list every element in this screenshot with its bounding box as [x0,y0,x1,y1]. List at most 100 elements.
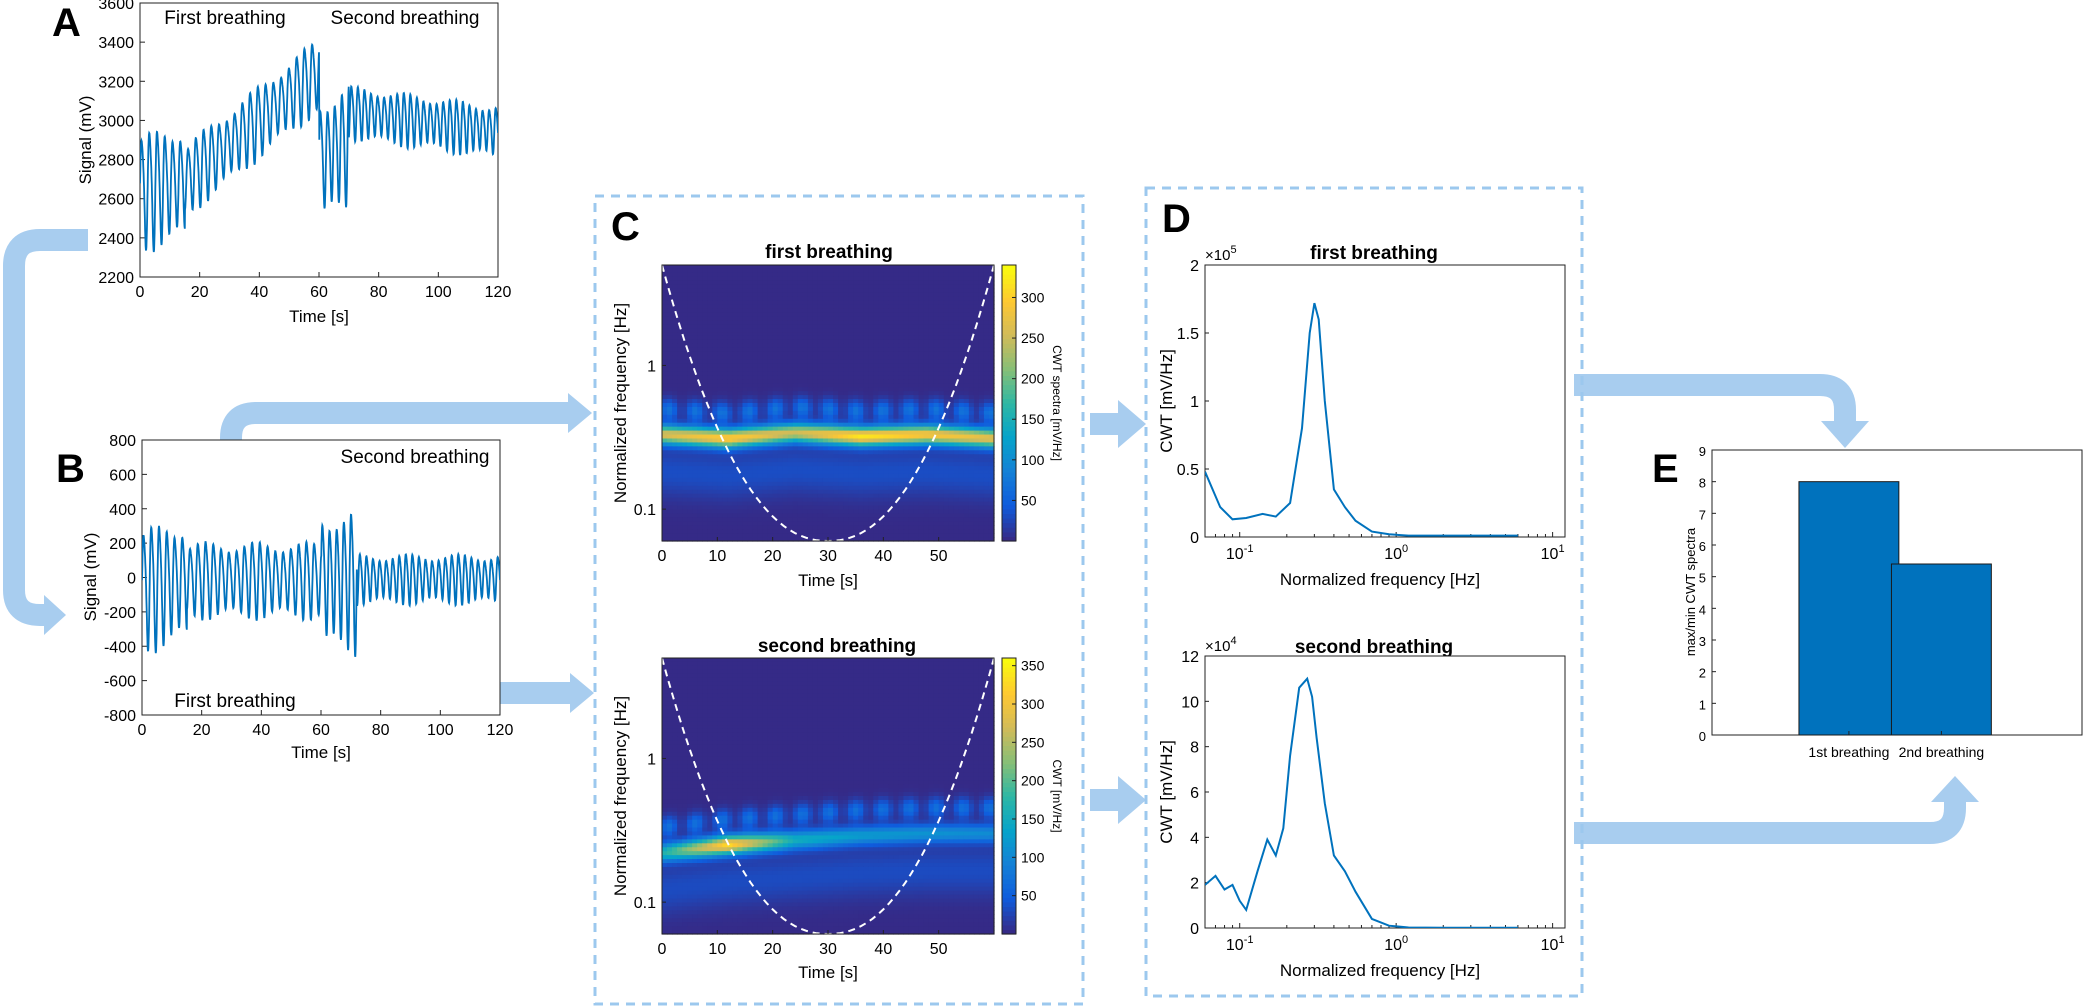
heatmap-cell [833,458,839,463]
heatmap-cell [677,296,683,302]
heatmap-cell [677,355,683,361]
heatmap-cell [863,485,869,491]
heatmap-cell [848,272,854,278]
heatmap-cell [948,434,955,440]
heatmap-cell [878,347,884,353]
heatmap-cell [737,355,744,361]
heatmap-cell [732,367,739,373]
heatmap-cell [712,284,718,290]
heatmap-cell [717,399,723,404]
heatmap-cell [822,316,829,321]
heatmap-cell [828,501,834,507]
heatmap-cell [752,509,759,514]
heatmap-cell [777,450,784,455]
heatmap-cell [697,320,703,325]
heatmap-cell [802,418,809,424]
colorbar-swatch [1002,334,1016,340]
heatmap-cell [848,665,854,671]
heatmap-cell [672,410,678,416]
heatmap-cell [943,280,950,286]
heatmap-cell [928,343,935,349]
heatmap-cell [858,308,864,313]
heatmap-cell [938,525,945,530]
heatmap-cell [672,446,678,451]
heatmap-cell [712,312,718,317]
heatmap-cell [828,529,834,534]
heatmap-cell [908,403,915,408]
heatmap-cell [822,387,829,392]
heatmap-cell [757,387,764,392]
heatmap-cell [828,470,834,475]
heatmap-cell [757,379,764,384]
heatmap-cell [677,367,683,373]
heatmap-cell [988,387,995,392]
heatmap-cell [667,332,673,337]
heatmap-cell [667,470,673,475]
heatmap-cell [737,339,744,345]
heatmap-cell [782,387,789,392]
heatmap-cell [958,375,965,380]
heatmap-cell [802,517,809,522]
colorbar-swatch [1002,315,1016,321]
heatmap-cell [958,288,965,294]
heatmap-cell [878,359,884,365]
heatmap-cell [908,272,915,278]
heatmap-cell [838,493,844,499]
heatmap-cell [983,403,990,408]
heatmap-cell [747,454,754,459]
heatmap-cell [963,493,970,499]
heatmap-cell [772,450,779,455]
heatmap-cell [777,489,784,495]
heatmap-cell [747,304,754,309]
heatmap-cell [923,422,930,428]
heatmap-cell [978,371,985,376]
heatmap-cell [908,438,915,444]
heatmap-cell [843,410,849,416]
heatmap-cell [903,473,910,479]
heatmap-cell [923,316,930,321]
heatmap-cell [722,406,728,412]
heatmap-cell [868,497,874,503]
heatmap-cell [883,665,889,671]
heatmap-cell [923,383,930,388]
heatmap-cell [958,454,965,459]
heatmap-cell [757,371,764,376]
heatmap-cell [762,395,769,400]
heatmap-cell [777,351,784,357]
heatmap-cell [677,292,683,298]
heatmap-cell [767,450,774,455]
heatmap-cell [772,458,779,463]
heatmap-cell [983,446,990,451]
heatmap-cell [812,399,819,404]
heatmap-cell [817,383,824,388]
heatmap-cell [672,418,678,424]
heatmap-cell [712,406,718,412]
heatmap-cell [898,328,905,333]
heatmap-cell [752,308,759,313]
heatmap-cell [752,505,759,511]
heatmap-cell [933,328,940,333]
heatmap-cell [722,280,728,286]
heatmap-cell [662,446,668,451]
heatmap-cell [838,403,844,408]
heatmap-cell [878,505,884,511]
heatmap-cell [938,343,945,349]
heatmap-cell [923,481,930,487]
heatmap-cell [747,438,754,444]
heatmap-cell [677,422,683,428]
heatmap-cell [802,383,809,388]
panelc1-xtick-label: 10 [708,548,726,565]
heatmap-cell [722,477,728,483]
heatmap-cell [838,347,844,353]
heatmap-cell [692,481,698,487]
heatmap-cell [828,489,834,495]
heatmap-cell [898,422,905,428]
heatmap-cell [838,300,844,306]
heatmap-cell [918,509,925,514]
heatmap-cell [833,414,839,420]
heatmap-cell [983,458,990,463]
heatmap-cell [933,359,940,365]
heatmap-cell [777,316,784,321]
heatmap-cell [712,658,718,663]
heatmap-cell [757,521,764,526]
